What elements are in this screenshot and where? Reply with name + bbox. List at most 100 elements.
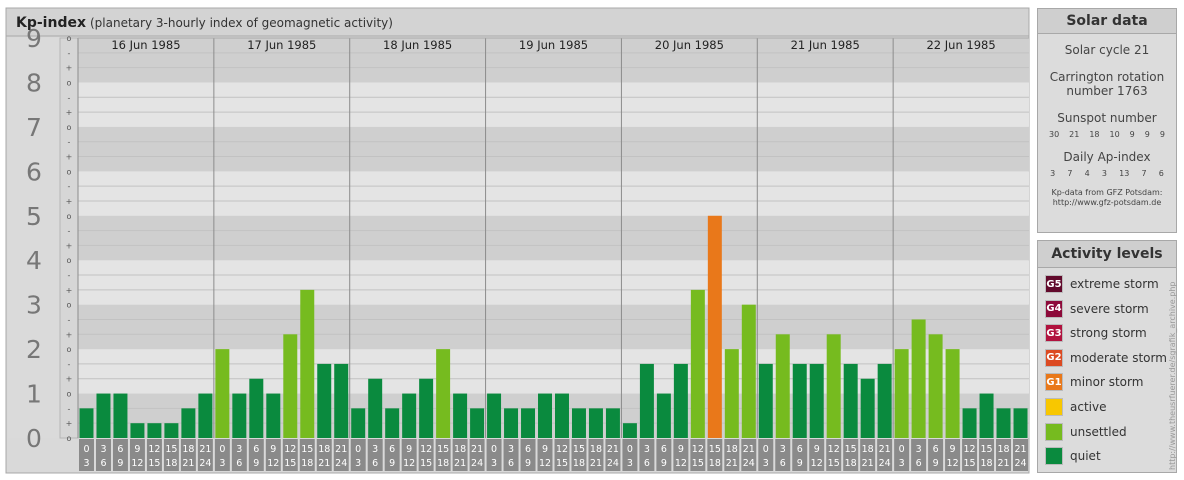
hour-start-label: 21 <box>199 444 211 455</box>
kp-bar <box>385 408 400 438</box>
hour-box <box>809 439 825 471</box>
level-swatch <box>1045 422 1063 441</box>
kp-bar <box>707 215 722 438</box>
level-label: strong storm <box>1070 326 1147 341</box>
hour-box <box>163 439 179 471</box>
y-tick-label: 7 <box>26 113 42 142</box>
hour-end-label: 12 <box>947 458 959 469</box>
hour-end-label: 3 <box>83 458 89 469</box>
y-tick-label: 1 <box>26 380 42 409</box>
kp-bar <box>79 408 94 438</box>
hour-end-label: 15 <box>964 458 976 469</box>
activity-level-item: G5 extreme storm <box>1045 274 1159 294</box>
activity-level-item: quiet <box>1045 446 1101 466</box>
hour-start-label: 21 <box>1014 444 1026 455</box>
hour-box <box>79 439 94 471</box>
hour-end-label: 15 <box>692 458 704 469</box>
ap-value: 13 <box>1119 169 1130 178</box>
hour-box <box>673 439 689 471</box>
kp-bar <box>538 393 552 438</box>
kp-bar <box>453 393 468 438</box>
hour-box <box>571 439 587 471</box>
hour-start-label: 6 <box>525 444 531 455</box>
source-line1: Kp-data from GFZ Potsdam: <box>1051 188 1163 197</box>
minor-tick-label: o <box>67 212 72 221</box>
kp-bar <box>232 393 247 438</box>
level-label: extreme storm <box>1070 277 1159 291</box>
hour-start-label: 0 <box>219 444 225 455</box>
sunspot-value: 18 <box>1089 130 1100 139</box>
hour-start-label: 21 <box>607 444 619 455</box>
hour-start-label: 18 <box>862 444 874 455</box>
hour-box <box>435 439 451 471</box>
hour-end-label: 9 <box>797 458 803 469</box>
minor-tick-label: - <box>68 360 71 369</box>
kp-bar <box>792 363 807 438</box>
hour-start-label: 0 <box>627 444 633 455</box>
hour-end-label: 24 <box>607 458 619 469</box>
hour-start-label: 3 <box>100 444 106 455</box>
hour-end-label: 9 <box>117 458 123 469</box>
kp-bar <box>402 393 417 438</box>
hour-end-label: 6 <box>644 458 650 469</box>
hour-box <box>843 439 859 471</box>
sunspot-values: 30 21 18 10 9 9 9 <box>1038 130 1176 139</box>
hour-start-label: 9 <box>814 444 820 455</box>
y-tick-label: 3 <box>26 291 42 320</box>
hour-start-label: 0 <box>899 444 905 455</box>
date-label: 17 Jun 1985 <box>247 38 316 52</box>
kp-bar <box>96 393 111 438</box>
hour-box <box>231 439 247 471</box>
kp-bar <box>996 408 1011 438</box>
hour-box <box>503 439 519 471</box>
hour-end-label: 6 <box>508 458 514 469</box>
level-label: severe storm <box>1070 301 1149 316</box>
activity-level-item: G4 severe storm <box>1045 299 1149 319</box>
hour-box <box>95 439 111 471</box>
hour-end-label: 21 <box>454 458 466 469</box>
kp-bar <box>911 319 926 438</box>
y-tick-label: 0 <box>26 424 42 453</box>
kp-bar <box>181 408 196 438</box>
hour-start-label: 3 <box>916 444 922 455</box>
kp-bar <box>419 378 434 438</box>
hour-box <box>316 439 332 471</box>
minor-tick-label: + <box>66 330 73 339</box>
y-tick-label: 6 <box>26 157 42 186</box>
hour-box <box>724 439 740 471</box>
y-tick-label: 9 <box>26 24 42 53</box>
hour-end-label: 18 <box>301 458 313 469</box>
hour-end-label: 9 <box>933 458 939 469</box>
hour-box <box>554 439 570 471</box>
ap-label: Daily Ap-index <box>1063 150 1151 164</box>
hour-start-label: 12 <box>692 444 704 455</box>
hour-box <box>418 439 434 471</box>
hour-end-label: 6 <box>916 458 922 469</box>
hour-box <box>384 439 400 471</box>
chart-subtitle: (planetary 3-hourly index of geomagnetic… <box>90 16 393 30</box>
kp-bar <box>741 304 756 438</box>
hour-end-label: 3 <box>627 458 633 469</box>
hour-end-label: 12 <box>131 458 143 469</box>
hour-box <box>146 439 162 471</box>
hour-end-label: 15 <box>148 458 160 469</box>
hour-box <box>860 439 876 471</box>
level-swatch: G4 <box>1045 299 1063 318</box>
hour-start-label: 21 <box>743 444 755 455</box>
minor-tick-label: + <box>66 241 73 250</box>
source-link[interactable]: http://www.gfz-potsdam.de <box>1052 198 1162 207</box>
hour-box <box>299 439 315 471</box>
minor-tick-label: - <box>68 138 71 147</box>
kp-bar <box>945 349 960 438</box>
minor-tick-label: - <box>68 404 71 413</box>
hour-end-label: 18 <box>980 458 992 469</box>
sunspot-value: 9 <box>1129 130 1135 139</box>
level-swatch: G1 <box>1045 373 1063 392</box>
minor-tick-label: + <box>66 153 73 162</box>
hour-end-label: 9 <box>389 458 395 469</box>
y-axis-column <box>8 38 60 438</box>
hour-box <box>367 439 383 471</box>
kp-bar <box>758 363 773 438</box>
kp-bar <box>605 408 620 438</box>
hour-end-label: 21 <box>590 458 602 469</box>
